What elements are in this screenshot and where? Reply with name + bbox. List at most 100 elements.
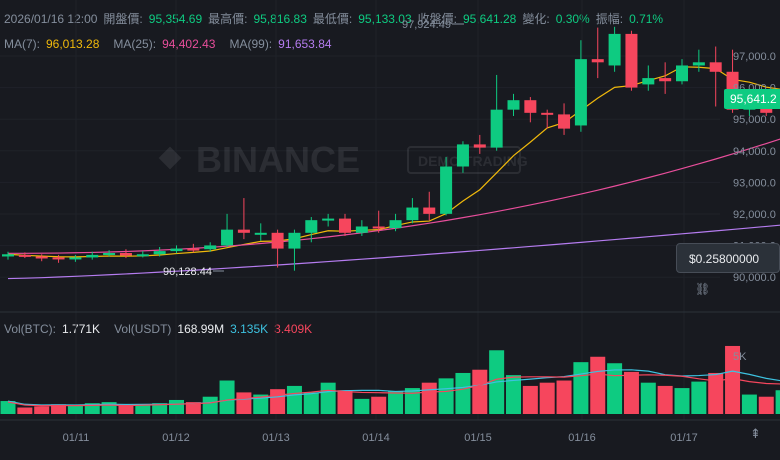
amplitude-label: 振幅: [595,12,624,26]
candle-body [254,232,267,235]
low-value: 95,133.03 [358,11,412,26]
vol-sell-value: 3.409K [274,322,313,336]
candle-body [676,65,688,82]
date-axis-tick: 01/12 [162,432,190,444]
volume-bars [0,345,780,414]
change-label: 變化: [522,12,550,26]
volume-bar [741,394,757,414]
price-axis-tick: 92,000.0 [733,209,776,221]
ma25-line [7,138,780,254]
volume-bar [270,389,286,414]
candle-body [204,245,217,250]
candle-body [574,59,587,126]
reference-price-tag[interactable]: $0.25800000 ⛓ [676,243,780,296]
volume-bar [135,404,151,414]
amplitude-value: 0.71% [629,11,664,26]
vol-buy-value: 3.135K [230,322,269,336]
candle-body [339,218,351,233]
volume-bar [421,382,437,414]
candle-body [406,207,419,221]
date-axis-tick: 01/14 [362,432,390,444]
volume-bar [17,407,33,414]
volume-bar [472,369,488,414]
candle-body [709,62,722,72]
candle-body [187,248,200,251]
volume-bar [556,380,572,414]
candle-body [642,78,655,85]
volume-bar [236,392,252,414]
volume-bar [438,378,454,414]
volume-bar [0,401,16,414]
candle-body [440,166,453,214]
volume-bar [691,381,707,414]
volume-bar [320,382,336,414]
candle-body [558,114,571,129]
candle-body [372,226,385,229]
volume-bar [169,399,184,414]
date-axis-tick: 01/15 [464,432,492,444]
candle-body [490,109,503,148]
volume-axis-label: 5K [733,351,747,363]
price-axis-tick: 90,000.0 [733,272,776,284]
volume-bar [118,405,134,414]
volume-bar [590,356,606,414]
candle-body [69,257,82,260]
volume-bar [67,405,83,414]
candle-body [692,62,705,66]
volume-bar [371,396,387,414]
ohlc-info-row: 2026/01/16 12:00 開盤價: 95,354.69 最高價: 95,81… [4,10,663,27]
volume-bar [623,371,639,414]
candle-body [237,229,250,233]
volume-bar [101,402,117,414]
vol-btc-label: Vol(BTC): [4,322,57,336]
candle-body [153,251,166,255]
high-label: 最高價: [208,12,248,26]
ma99-value: 91,653.84 [278,37,332,51]
link-icon: ⛓ [695,282,711,296]
watermark-brand: BINANCE [196,139,360,180]
volume-bar [202,396,218,414]
volume-info-row: Vol(BTC): 1.771K Vol(USDT) 168.99M 3.135K … [4,322,312,336]
high-value: 95,816.83 [253,11,307,26]
candle-body [136,254,149,257]
high-annotation: 97,924.49 [402,19,451,31]
volume-bar [34,406,50,414]
date-axis: 01/11 01/12 01/13 01/14 01/15 01/16 01/17 [63,432,698,444]
candle-body [103,253,116,256]
candle-body [86,254,99,258]
price-axis-tick: 93,000.0 [733,177,776,189]
candle-body [456,144,469,167]
volume-bar [185,402,201,414]
volume-bar [455,372,471,414]
price-axis-tick: 95,000.0 [733,114,776,126]
price-annotations: 97,924.49 90,128.44 [163,19,464,278]
current-price-tag: 95,641.2 [724,89,780,109]
candle-body [625,33,638,88]
scale-icon[interactable]: ⇞ [750,426,761,441]
close-value: 95,641.28 [462,11,517,26]
ma25-label: MA(25): [113,37,157,51]
volume-sell-line [7,373,780,407]
ma99-label: MA(99): [229,37,273,51]
volume-bar [253,394,269,414]
candle-body [221,229,234,246]
vol-usdt-value: 168.99M [177,322,225,336]
low-annotation: 90,128.44 [163,266,212,278]
candle-body [608,33,621,66]
ma25-value: 94,402.43 [162,37,216,51]
volume-bar [506,375,521,414]
open-label: 開盤價: [103,12,143,26]
candle-datetime: 2026/01/16 12:00 [4,11,98,26]
volume-bar [522,385,538,414]
candle-body [524,100,537,113]
volume-buy-line [7,369,780,406]
candle-body [322,218,335,221]
candle-body [760,106,773,113]
candle-body [389,220,402,229]
watermark: BINANCE DEMO TRADING [158,139,528,180]
volume-bar [725,345,741,414]
ma7-label: MA(7): [4,37,40,51]
candle-body [305,220,318,233]
vol-usdt-label: Vol(USDT) [114,322,172,336]
